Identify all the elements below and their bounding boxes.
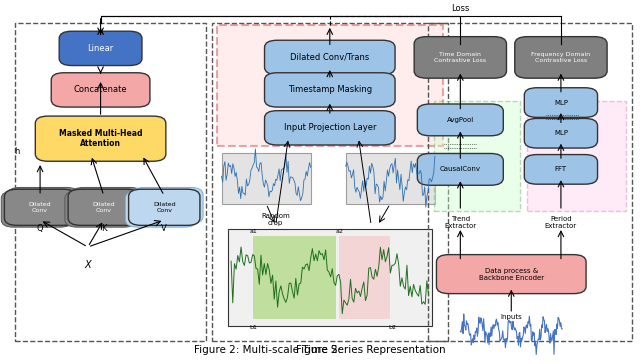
FancyBboxPatch shape (132, 187, 203, 223)
Text: Linear: Linear (88, 44, 114, 53)
FancyBboxPatch shape (346, 153, 435, 204)
Text: Random
crop: Random crop (261, 213, 290, 226)
Text: Frequency Domain
Contrastive Loss: Frequency Domain Contrastive Loss (531, 52, 591, 63)
Text: CausalConv: CausalConv (440, 166, 481, 173)
Text: MLP: MLP (554, 99, 568, 106)
Text: V: V (161, 223, 167, 233)
FancyBboxPatch shape (59, 31, 142, 66)
FancyBboxPatch shape (65, 191, 136, 227)
Text: Q: Q (36, 223, 44, 233)
FancyBboxPatch shape (524, 155, 598, 184)
Text: Time Domain
Contrastive Loss: Time Domain Contrastive Loss (435, 52, 486, 63)
Text: MLP: MLP (554, 130, 568, 136)
FancyBboxPatch shape (436, 254, 586, 294)
FancyBboxPatch shape (264, 40, 395, 75)
FancyBboxPatch shape (129, 189, 200, 225)
Text: h: h (14, 147, 20, 156)
FancyBboxPatch shape (524, 118, 598, 148)
FancyBboxPatch shape (125, 191, 196, 227)
Text: Dilated
Conv: Dilated Conv (92, 202, 115, 213)
Text: Masked Multi-Head
Attention: Masked Multi-Head Attention (59, 129, 142, 149)
Text: Figure 2:: Figure 2: (296, 345, 344, 355)
FancyBboxPatch shape (264, 111, 395, 145)
FancyBboxPatch shape (1, 191, 72, 227)
FancyBboxPatch shape (8, 187, 79, 223)
Text: Loss: Loss (451, 4, 470, 13)
Text: Timestamp Masking: Timestamp Masking (288, 86, 372, 94)
FancyBboxPatch shape (4, 189, 76, 225)
Text: Data process &
Backbone Encoder: Data process & Backbone Encoder (479, 268, 544, 281)
FancyBboxPatch shape (217, 25, 443, 146)
Text: X: X (84, 260, 91, 270)
FancyBboxPatch shape (417, 104, 503, 136)
Text: Period
Extractor: Period Extractor (545, 216, 577, 229)
Text: Trend
Extractor: Trend Extractor (444, 216, 476, 229)
Text: Concatenate: Concatenate (74, 86, 127, 94)
Text: Figure 2: Multi-scale Time Series Representation: Figure 2: Multi-scale Time Series Repres… (195, 345, 446, 355)
Text: Inputs: Inputs (500, 314, 522, 320)
Text: K: K (101, 223, 106, 233)
FancyBboxPatch shape (253, 236, 336, 319)
FancyBboxPatch shape (228, 229, 431, 327)
FancyBboxPatch shape (68, 189, 140, 225)
Text: a2: a2 (335, 229, 343, 234)
FancyBboxPatch shape (527, 101, 626, 211)
FancyBboxPatch shape (51, 73, 150, 107)
Text: FFT: FFT (555, 166, 567, 173)
FancyBboxPatch shape (221, 153, 310, 204)
Text: Dilated
Conv: Dilated Conv (153, 202, 175, 213)
FancyBboxPatch shape (417, 154, 503, 185)
Text: b1: b1 (250, 325, 257, 330)
FancyBboxPatch shape (264, 73, 395, 107)
FancyBboxPatch shape (339, 236, 390, 319)
FancyBboxPatch shape (414, 37, 506, 78)
FancyBboxPatch shape (524, 88, 598, 117)
Text: a1: a1 (250, 229, 257, 234)
Text: Input Projection Layer: Input Projection Layer (284, 123, 376, 132)
Text: b2: b2 (388, 325, 396, 330)
Text: AvgPool: AvgPool (447, 117, 474, 123)
FancyBboxPatch shape (71, 187, 143, 223)
FancyBboxPatch shape (515, 37, 607, 78)
FancyBboxPatch shape (433, 101, 520, 211)
Text: Dilated
Conv: Dilated Conv (29, 202, 51, 213)
Text: Dilated Conv/Trans: Dilated Conv/Trans (290, 53, 369, 62)
FancyBboxPatch shape (129, 189, 200, 225)
FancyBboxPatch shape (35, 116, 166, 161)
FancyBboxPatch shape (4, 189, 76, 225)
FancyBboxPatch shape (68, 189, 140, 225)
